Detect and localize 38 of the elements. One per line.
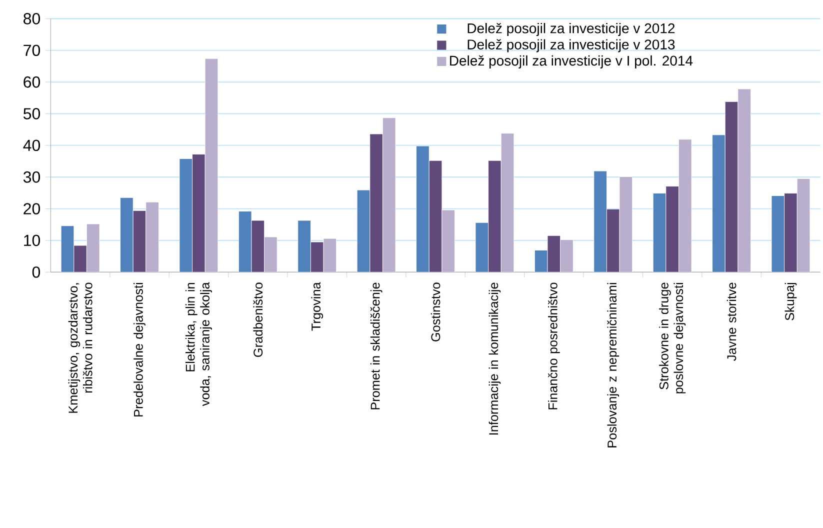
bar [323, 238, 337, 272]
legend-label: Delež posojil za investicije v I pol. 2014 [450, 55, 693, 68]
legend-label: Delež posojil za investicije v 2012 [468, 22, 675, 36]
y-tick-label: 70 [24, 44, 40, 56]
x-tick-label: Skupaj [784, 282, 797, 320]
x-tick-label: Trgovina [311, 282, 324, 331]
bar [678, 139, 692, 272]
x-tick-label: Predelovalne dejavnosti [134, 282, 146, 416]
y-tick-label: 80 [24, 12, 40, 24]
bar [204, 58, 218, 272]
bar [796, 178, 810, 272]
x-tick-label: Gradbeništvo [253, 282, 263, 357]
x-tick-label: Poslovanje z nepremičninami [607, 282, 620, 448]
y-tick-label: 20 [24, 202, 40, 214]
y-tick-label: 30 [23, 171, 40, 183]
bar [442, 210, 455, 272]
bar [86, 224, 100, 272]
y-tick-label: 50 [23, 108, 40, 120]
bar [264, 236, 278, 272]
bar [738, 88, 751, 272]
y-tick-label: 0 [32, 266, 40, 278]
bar [619, 176, 633, 272]
x-tick-label: Finančno posredništvo [548, 282, 560, 410]
y-tick-label: 10 [24, 234, 40, 246]
bar [146, 202, 159, 272]
x-tick-label: Elektrika, plin in voda, saniranje okolja [185, 282, 212, 406]
legend-label: Delež posojil za investicije v 2013 [468, 39, 675, 52]
bar [382, 118, 396, 272]
x-tick-label: Promet in skladiščenje [370, 282, 382, 410]
y-tick-label: 40 [23, 140, 40, 151]
y-tick-label: 60 [24, 76, 40, 88]
x-tick-label: Strokovne in druge poslovne dejavnosti [659, 282, 686, 394]
x-tick-label: Informacije in komunikacije [488, 282, 501, 434]
bar [560, 239, 574, 272]
bar [500, 133, 514, 272]
x-tick-label: Gostinstvo [430, 282, 440, 342]
x-tick-label: Javne storitve [726, 282, 736, 361]
x-tick-label: Kmetijstvo, gozdarstvo, ribištvo in rudarstvo [68, 282, 92, 413]
